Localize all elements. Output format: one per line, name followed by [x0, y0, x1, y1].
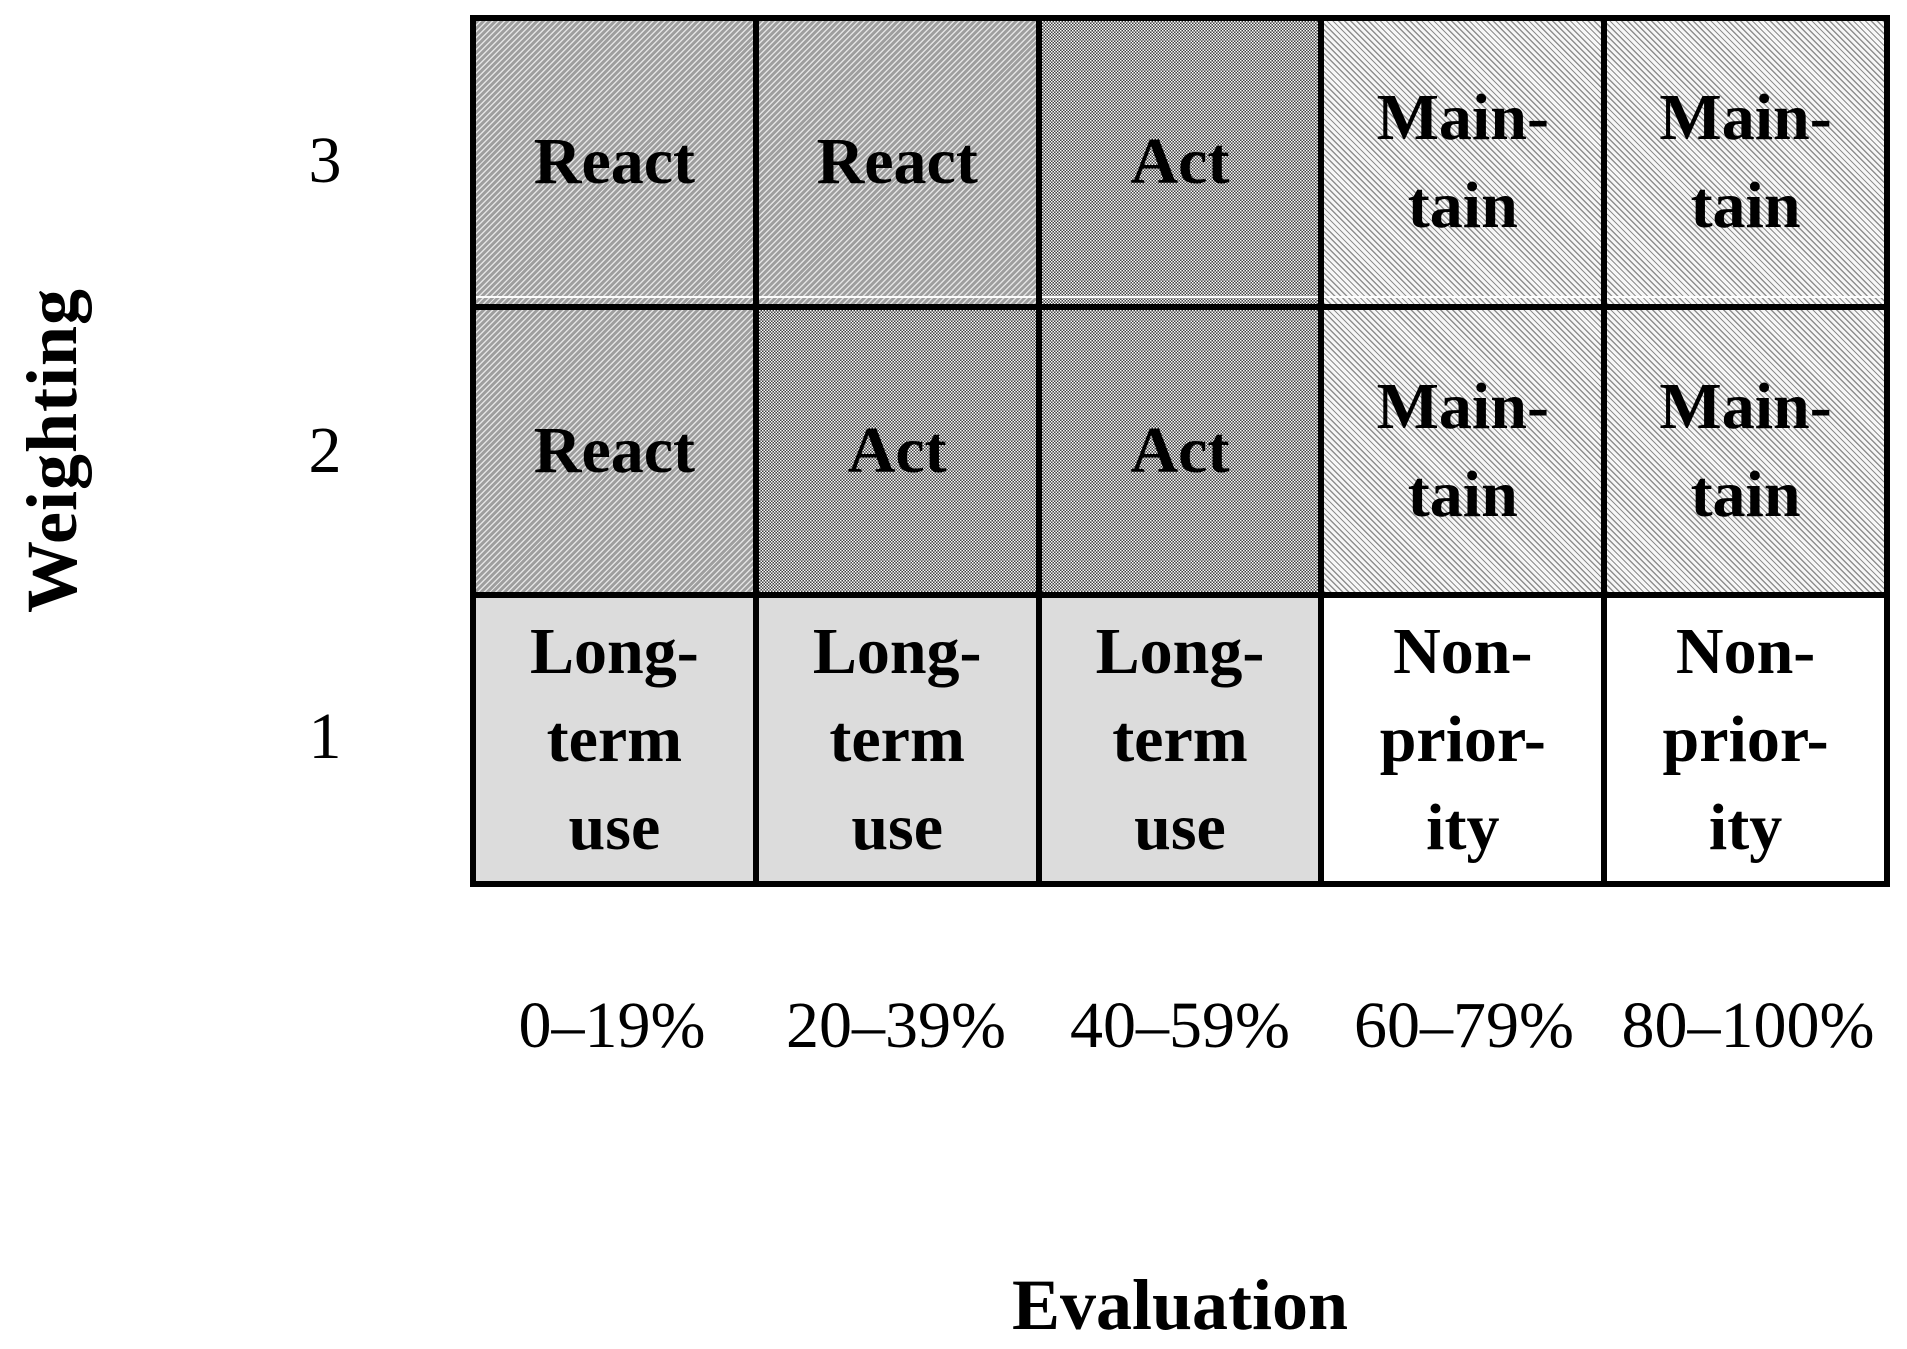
- y-tick-1: 1: [308, 700, 342, 773]
- x-tick-0-19: 0–19%: [518, 989, 706, 1062]
- x-tick-40-59: 40–59%: [1070, 989, 1290, 1062]
- cell-w2-e80-100-maintain: Main- tain: [1604, 306, 1887, 596]
- cell-w3-e80-100-maintain: Main- tain: [1604, 18, 1887, 307]
- cell-w2-e0-19-react: React: [473, 306, 756, 596]
- cell-w1-e60-79-nonpriority: Non- prior- ity: [1321, 595, 1605, 884]
- cell-w2-e20-39-act: Act: [755, 306, 1039, 596]
- cell-w1-e0-19-longterm: Long- term use: [473, 595, 756, 884]
- x-axis-title: Evaluation: [1011, 1265, 1349, 1345]
- cell-w1-e40-59-longterm: Long- term use: [1038, 595, 1322, 884]
- cell-w2-e60-79-maintain: Main- tain: [1321, 306, 1605, 596]
- cell-w3-e0-19-react: React: [473, 18, 756, 307]
- cell-w1-e80-100-nonpriority: Non- prior- ity: [1604, 595, 1887, 884]
- cell-w3-e20-39-react: React: [755, 18, 1039, 307]
- y-tick-2: 2: [308, 414, 342, 487]
- cell-w1-e20-39-longterm: Long- term use: [755, 595, 1039, 884]
- y-tick-3: 3: [308, 124, 342, 197]
- cell-w3-e60-79-maintain: Main- tain: [1321, 18, 1605, 307]
- x-tick-60-79: 60–79%: [1354, 989, 1574, 1062]
- cell-w3-e40-59-act: Act: [1038, 18, 1322, 307]
- y-axis-title: Weighting: [12, 287, 92, 613]
- matrix-table: React React Act Main- tain Main- tain Re…: [470, 15, 1890, 887]
- x-tick-80-100: 80–100%: [1621, 989, 1875, 1062]
- x-axis-ticks: 0–19% 20–39% 40–59% 60–79% 80–100%: [470, 993, 1890, 1059]
- x-tick-20-39: 20–39%: [786, 989, 1006, 1062]
- cell-w2-e40-59-act: Act: [1038, 306, 1322, 596]
